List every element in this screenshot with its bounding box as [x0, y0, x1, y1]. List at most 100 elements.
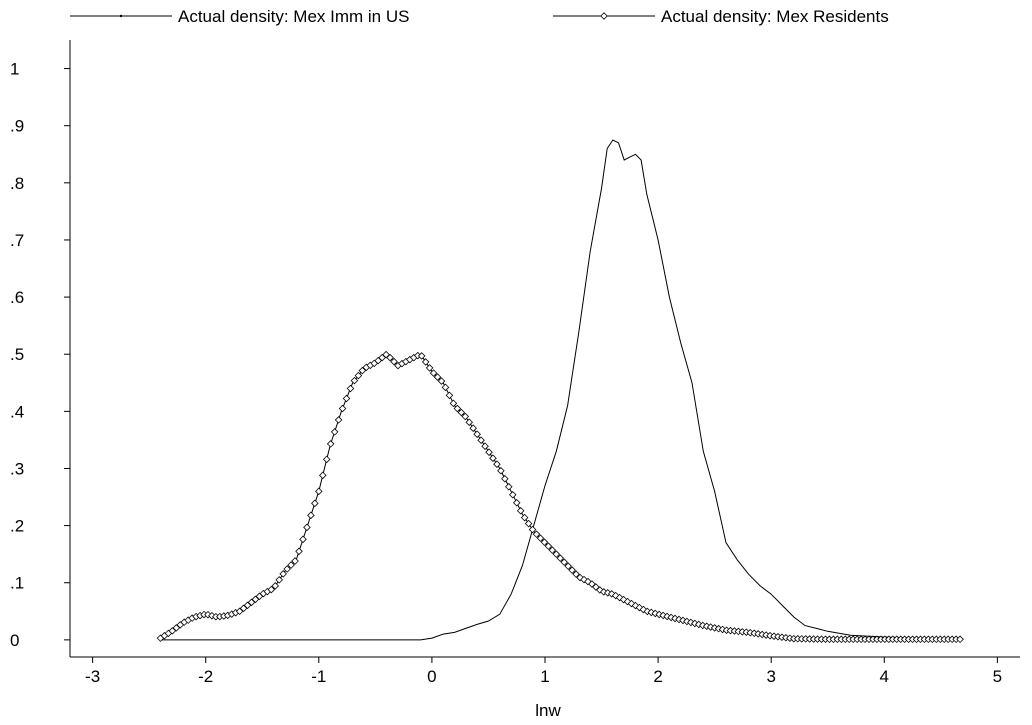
- data-point-marker: [295, 547, 303, 556]
- data-point-marker: [600, 588, 608, 596]
- data-point-marker: [271, 582, 280, 590]
- data-point-marker: [560, 558, 568, 566]
- data-point-marker: [588, 580, 596, 588]
- data-point-marker: [956, 635, 964, 644]
- data-point-marker: [267, 585, 276, 594]
- data-point-marker: [445, 391, 454, 400]
- data-point-marker: [441, 383, 450, 392]
- data-point-marker: [350, 376, 359, 385]
- legend-label-2: Actual density: Mex Residents: [661, 7, 889, 26]
- data-point-marker: [524, 519, 533, 528]
- data-point-marker: [322, 455, 331, 464]
- y-tick-label: .2: [10, 517, 24, 536]
- axes: 0 .1 .2 .3 .4 .5 .6 .7 .8 .9 1 -3 -2 -1 0 1 2 3 4 5: [10, 40, 1020, 686]
- data-point-marker: [647, 608, 656, 617]
- y-tick-label: .6: [10, 288, 24, 307]
- data-point-marker: [421, 358, 430, 366]
- y-tick-label: .9: [10, 117, 24, 136]
- y-tick-label: .1: [10, 574, 24, 593]
- y-tick-label: .7: [10, 231, 24, 250]
- x-tick-label: -3: [85, 667, 100, 686]
- data-point-marker: [516, 506, 525, 515]
- data-point-marker: [592, 583, 600, 591]
- data-point-marker: [326, 440, 335, 448]
- x-tick-label: 3: [766, 667, 775, 686]
- data-point-marker: [611, 591, 620, 600]
- data-point-marker: [386, 353, 394, 362]
- legend: Actual density: Mex Imm in US Actual dens…: [70, 7, 889, 26]
- y-tick-label: 0: [10, 631, 19, 650]
- data-point-marker: [544, 542, 553, 550]
- data-point-marker: [659, 611, 667, 620]
- series-line-1: [160, 139, 964, 641]
- data-point-marker: [552, 550, 561, 558]
- data-point-marker: [279, 570, 287, 578]
- data-point-marker: [204, 610, 212, 619]
- data-point-marker: [536, 534, 545, 542]
- data-point-marker: [473, 430, 481, 438]
- data-point-marker: [346, 384, 355, 393]
- data-point-marker: [485, 448, 493, 456]
- data-point-marker: [417, 352, 426, 360]
- data-point-marker: [465, 418, 473, 426]
- data-point-marker: [489, 454, 497, 462]
- x-axis-label: lnw: [535, 701, 561, 720]
- data-point-marker: [334, 416, 343, 424]
- data-point-marker: [528, 525, 537, 534]
- data-point-marker: [695, 620, 703, 629]
- y-tick-label: .4: [10, 402, 24, 421]
- data-point-marker: [358, 366, 367, 375]
- data-point-marker: [572, 570, 580, 578]
- data-point-marker: [354, 371, 363, 380]
- data-point-marker: [307, 511, 315, 520]
- data-point-marker: [687, 618, 695, 627]
- data-point-marker: [469, 424, 477, 432]
- data-point-marker: [453, 404, 462, 413]
- data-point-marker: [208, 611, 216, 620]
- data-point-marker: [425, 364, 434, 372]
- y-tick-label: 1: [10, 60, 19, 79]
- legend-marker-dot: [119, 14, 123, 18]
- data-point-marker: [564, 562, 572, 570]
- y-tick-label: .8: [10, 174, 24, 193]
- x-tick-label: -2: [198, 667, 213, 686]
- data-point-marker: [433, 373, 442, 381]
- data-point-marker: [556, 554, 565, 562]
- data-point-marker: [390, 357, 398, 366]
- data-point-marker: [481, 442, 489, 450]
- y-tick-label: .3: [10, 459, 24, 478]
- data-point-marker: [330, 428, 339, 436]
- data-point-marker: [623, 597, 632, 606]
- data-point-marker: [457, 408, 466, 417]
- data-point-marker: [532, 530, 541, 538]
- data-point-marker: [568, 566, 576, 574]
- data-point-marker: [683, 617, 691, 626]
- data-point-marker: [275, 576, 283, 584]
- x-tick-label: 4: [880, 667, 889, 686]
- x-tick-label: -1: [311, 667, 326, 686]
- data-point-marker: [299, 535, 307, 544]
- data-point-marker: [548, 546, 557, 554]
- data-point-marker: [437, 377, 446, 385]
- data-point-marker: [338, 404, 347, 413]
- data-point-marker: [520, 513, 529, 522]
- data-point-marker: [461, 412, 470, 421]
- data-point-marker: [283, 565, 291, 573]
- data-point-marker: [576, 573, 584, 582]
- legend-label-1: Actual density: Mex Imm in US: [178, 7, 409, 26]
- data-point-marker: [493, 460, 501, 468]
- data-point-marker: [651, 609, 660, 618]
- data-point-marker: [501, 474, 509, 483]
- data-point-marker: [342, 394, 351, 403]
- y-tick-label: .5: [10, 345, 24, 364]
- data-point-marker: [540, 538, 549, 546]
- x-tick-label: 1: [540, 667, 549, 686]
- data-point-marker: [512, 498, 521, 507]
- data-point-marker: [311, 499, 319, 508]
- series-line-2: [160, 353, 964, 640]
- data-point-marker: [449, 399, 458, 408]
- data-point-marker: [505, 482, 513, 491]
- data-point-marker: [497, 466, 505, 475]
- data-point-marker: [315, 487, 323, 496]
